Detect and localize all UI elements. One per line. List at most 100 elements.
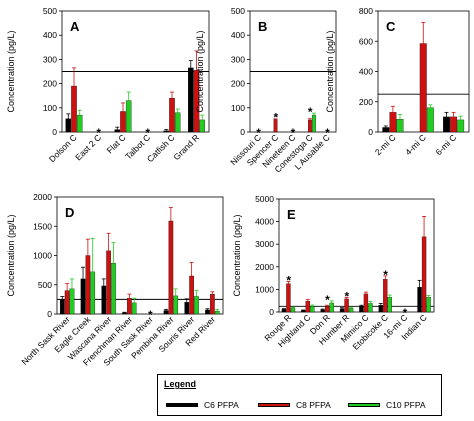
panel-c-label: C [386, 19, 396, 34]
panel-a-bar-c8-pfpa-catfish-c [169, 97, 175, 133]
panel-a-bar-c10-pfpa-catfish-c [174, 112, 181, 133]
panel-a-asterisk-east-2-c: * [96, 126, 101, 140]
panel-d-ytick-label: 1000 [33, 251, 52, 261]
panel-a-ytick-label: 300 [43, 54, 57, 64]
legend-swatch-c6 [166, 403, 198, 407]
panel-a-xtick-label-grand-r: Grand R [171, 132, 201, 162]
panel-b-bar-c8-pfpa-spencer-c [273, 118, 278, 133]
panel-d-bar-c6-pfpa-eagle-creek [80, 278, 86, 315]
panel-c-bar-c10-pfpa-4-mi-c [426, 107, 434, 133]
panel-e-ytick-label: 4000 [255, 217, 274, 227]
panel-a-ytick-label: 500 [43, 6, 57, 16]
panel-c-bar-c6-pfpa-2-mi-c [382, 127, 390, 133]
panel-a-bar-c8-pfpa-dolson-c [71, 85, 77, 133]
panel-e-bar-c8-pfpa-indian-c [421, 236, 427, 313]
panel-d-bar-c6-pfpa-souris-river [184, 302, 190, 315]
legend: Legend C6 PFPA C8 PFPA C10 PFPA [157, 374, 442, 416]
legend-title: Legend [164, 379, 197, 389]
legend-label-c10: C10 PFPA [386, 400, 426, 410]
panel-a-ytick-label: 200 [43, 79, 57, 89]
panel-e-bar-c10-pfpa-indian-c [426, 297, 431, 313]
panel-c-ytick-label: 200 [359, 97, 373, 107]
panel-e-bar-c10-pfpa-highland-c [310, 306, 315, 313]
panel-c-ytick-label: 600 [359, 36, 373, 46]
panel-d-bar-c10-pfpa-wascana-river [111, 262, 116, 315]
panel-e-asterisk-rouge-r: * [286, 273, 291, 287]
panel-d-bar-c8-pfpa-pembina-river [168, 220, 174, 315]
panel-e-asterisk-etobicoke-c: * [383, 268, 388, 282]
panel-d-bar-c6-pfpa-north-sask-river [59, 299, 65, 315]
panel-e-bar-c10-pfpa-rouge-r [290, 307, 296, 313]
legend-swatch-c8 [258, 403, 290, 407]
panel-b-ytick-label: 100 [231, 103, 245, 113]
panel-c-ylabel: Concentration (pg/L) [325, 30, 335, 112]
panel-b-bar-c10-pfpa-conestoga-c [312, 114, 316, 133]
panel-d-bar-c8-pfpa-red-river [210, 293, 215, 315]
panel-e-ylabel: Concentration (pg/L) [232, 214, 242, 296]
panel-d-bar-c10-pfpa-souris-river [194, 296, 199, 315]
panel-e-bar-c10-pfpa-don-r [329, 302, 334, 313]
panel-c-bar-c10-pfpa-2-mi-c [396, 118, 404, 133]
panel-e-bar-c6-pfpa-indian-c [417, 286, 422, 313]
panel-d-ytick-label: 2000 [33, 192, 52, 202]
panel-b-bar-c8-pfpa-conestoga-c [308, 119, 312, 133]
panel-d-ytick-label: 0 [47, 309, 52, 319]
panel-e-bar-c6-pfpa-etobicoke-c [378, 305, 383, 313]
panel-d-bar-c6-pfpa-frenchman-river [122, 312, 127, 315]
panel-c-bar-c6-pfpa-6-mi-c [443, 116, 450, 133]
panel-e-ytick-label: 1000 [255, 284, 274, 294]
panel-a-label: A [70, 19, 80, 34]
panel-a-bar-c8-pfpa-flat-c [120, 111, 126, 133]
panel-e-bar-c8-pfpa-rouge-r [286, 283, 291, 313]
panel-a-xtick-label-east-2-c: East 2 C [73, 132, 103, 162]
panel-d-bar-c8-pfpa-north-sask-river [64, 290, 70, 315]
panel-d-bar-c10-pfpa-pembina-river [173, 295, 179, 315]
panel-c-bar-c8-pfpa-6-mi-c [450, 116, 458, 133]
panel-d-bar-c10-pfpa-north-sask-river [69, 288, 75, 315]
panel-e-asterisk-humber-r: * [344, 290, 349, 304]
legend-item-c10: C10 PFPA [348, 399, 426, 411]
panel-e-ytick-label: 3000 [255, 239, 274, 249]
panel-a-bar-c10-pfpa-dolson-c [76, 114, 83, 133]
panel-c-bar-c10-pfpa-6-mi-c [457, 119, 465, 133]
panel-b-ytick-label: 400 [231, 30, 245, 40]
legend-swatch-c10 [348, 403, 380, 407]
panel-d-label: D [65, 205, 74, 220]
panel-b-ytick-label: 500 [231, 6, 245, 16]
panel-c-ytick-label: 800 [359, 6, 373, 16]
panel-e-ytick-label: 2000 [255, 262, 274, 272]
legend-item-c6: C6 PFPA [166, 399, 239, 411]
panel-e-bar-c8-pfpa-mimico-c [363, 293, 369, 313]
panel-a-ytick-label: 400 [43, 30, 57, 40]
panel-e-asterisk-don-r: * [325, 293, 330, 307]
panel-e-bar-c6-pfpa-mimico-c [359, 306, 364, 313]
panel-a-ytick-label: 0 [52, 127, 57, 137]
panel-e-bar-c8-pfpa-highland-c [305, 301, 310, 313]
panel-d-ytick-label: 500 [38, 280, 52, 290]
legend-item-c8: C8 PFPA [258, 399, 331, 411]
panel-d-bar-c8-pfpa-wascana-river [106, 250, 111, 315]
panel-e-bar-c6-pfpa-humber-r [339, 308, 345, 313]
panel-a-bar-c10-pfpa-grand-r [199, 119, 205, 133]
panel-b-ylabel: Concentration (pg/L) [195, 30, 205, 112]
panel-d-bar-c10-pfpa-frenchman-river [131, 302, 137, 315]
panel-b-ytick-label: 200 [231, 79, 245, 89]
panel-c-bar-c8-pfpa-2-mi-c [389, 112, 397, 133]
panel-e-label: E [287, 207, 296, 222]
panel-c-xtick-label-2-mi-c: 2-mi C [373, 132, 398, 157]
panel-b-asterisk-spencer-c: * [273, 111, 278, 125]
panel-d-ylabel: Concentration (pg/L) [6, 214, 16, 296]
panel-e-ytick-label: 5000 [255, 194, 274, 204]
panel-d-bar-c10-pfpa-red-river [214, 310, 220, 315]
panel-b-asterisk-l-ausable-c: * [325, 126, 330, 140]
panel-b-label: B [258, 19, 267, 34]
panel-c-ytick-label: 0 [368, 127, 373, 137]
panel-e-bar-c6-pfpa-rouge-r [281, 309, 287, 313]
panel-a-bar-c6-pfpa-catfish-c [163, 130, 170, 133]
panel-b-asterisk-nineteen-c: * [291, 126, 296, 140]
panel-d-bar-c8-pfpa-frenchman-river [127, 298, 132, 315]
panel-c-xtick-label-6-mi-c: 6-mi C [433, 132, 458, 157]
panel-d-bar-c6-pfpa-wascana-river [101, 285, 107, 315]
panel-e-bar-c8-pfpa-don-r [325, 306, 330, 313]
